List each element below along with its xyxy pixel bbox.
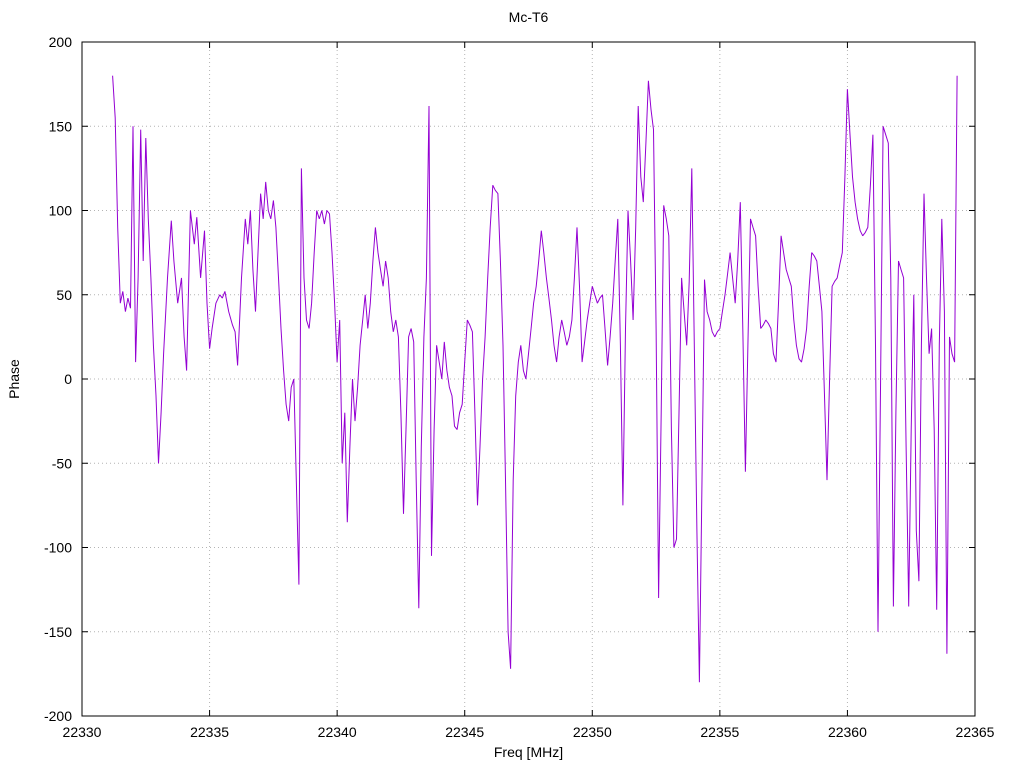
x-axis-label: Freq [MHz]: [493, 744, 564, 760]
y-tick-label: -200: [44, 708, 72, 724]
x-tick-label: 22335: [190, 724, 229, 740]
x-tick-label: 22350: [573, 724, 612, 740]
x-tick-label: 22365: [956, 724, 995, 740]
chart-title: Mc-T6: [508, 9, 549, 25]
y-tick-label: -150: [44, 624, 72, 640]
x-tick-label: 22340: [318, 724, 357, 740]
y-tick-label: 200: [49, 34, 73, 50]
y-tick-label: 50: [56, 287, 72, 303]
plot-border: [81, 41, 976, 717]
y-tick-label: 0: [64, 371, 72, 387]
x-tick-label: 22355: [700, 724, 739, 740]
y-tick-label: 100: [49, 203, 73, 219]
phase-series-line: [112, 75, 958, 683]
x-tick-label: 22360: [828, 724, 867, 740]
y-tick-label: -100: [44, 540, 72, 556]
y-tick-label: 150: [49, 118, 73, 134]
x-tick-label: 22330: [63, 724, 102, 740]
x-tick-label: 22345: [445, 724, 484, 740]
y-tick-label: -50: [52, 455, 72, 471]
